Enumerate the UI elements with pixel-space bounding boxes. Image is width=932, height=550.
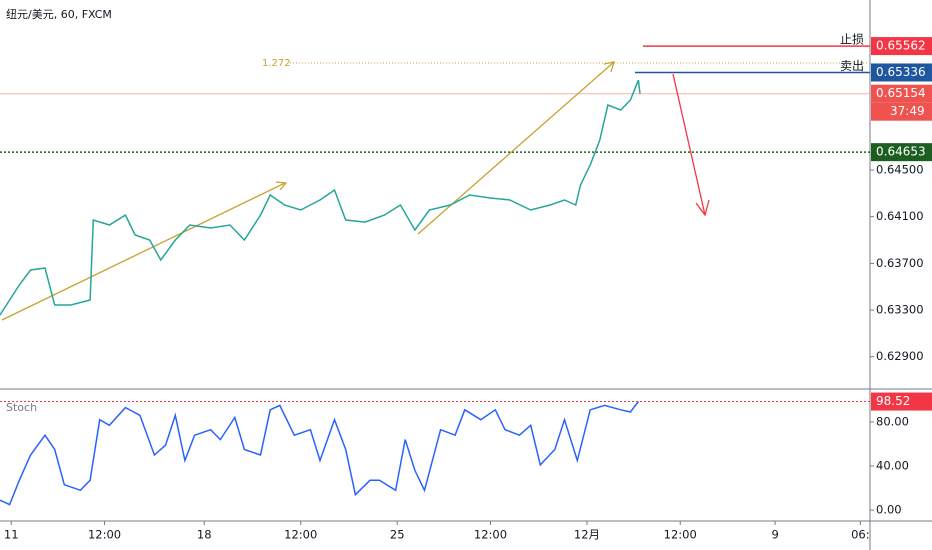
y-tick-label: 0.00 (876, 503, 902, 517)
level-name: 卖出 (840, 59, 864, 73)
fib-label: 1.272 (262, 58, 291, 69)
threshold-box (871, 392, 932, 411)
sell-arrow (672, 73, 710, 217)
current-price-box (871, 84, 932, 103)
y-tick-label: 0.64100 (876, 209, 924, 223)
y-tick-label: 0.63700 (876, 256, 924, 270)
chart-title: 纽元/美元, 60, FXCM (6, 7, 112, 21)
countdown: 37:49 (890, 104, 925, 118)
level-box (871, 63, 932, 82)
threshold-label: 98.52 (876, 394, 910, 408)
support-box (871, 143, 932, 162)
y-tick-label: 0.64500 (876, 163, 924, 177)
price-line (0, 79, 641, 316)
indicator-title: Stoch (6, 401, 37, 414)
current-price-label: 0.65154 (876, 86, 926, 100)
stoch-line (0, 401, 639, 506)
x-tick-label: 9 (771, 528, 778, 542)
support-label: 0.64653 (876, 145, 926, 159)
x-tick-label: 25 (390, 528, 405, 542)
x-tick-label: 12月 (574, 528, 600, 542)
x-tick-label: 06: (851, 528, 870, 542)
x-tick-label: 12:00 (284, 528, 317, 542)
x-tick-label: 18 (197, 528, 212, 542)
x-tick-label: 12:00 (474, 528, 507, 542)
y-tick-label: 40.00 (876, 459, 909, 473)
level-box (871, 37, 932, 56)
x-tick-label: 11 (4, 528, 19, 542)
level-label: 0.65336 (876, 65, 926, 79)
trend-arrow (1, 181, 288, 321)
y-tick-label: 80.00 (876, 414, 909, 428)
x-tick-label: 12:00 (88, 528, 121, 542)
countdown-box (871, 102, 932, 121)
y-tick-label: 0.62900 (876, 349, 924, 363)
y-tick-label: 0.63300 (876, 303, 924, 317)
level-name: 止损 (840, 33, 864, 47)
level-label: 0.65562 (876, 39, 926, 53)
x-tick-label: 12:00 (664, 528, 697, 542)
